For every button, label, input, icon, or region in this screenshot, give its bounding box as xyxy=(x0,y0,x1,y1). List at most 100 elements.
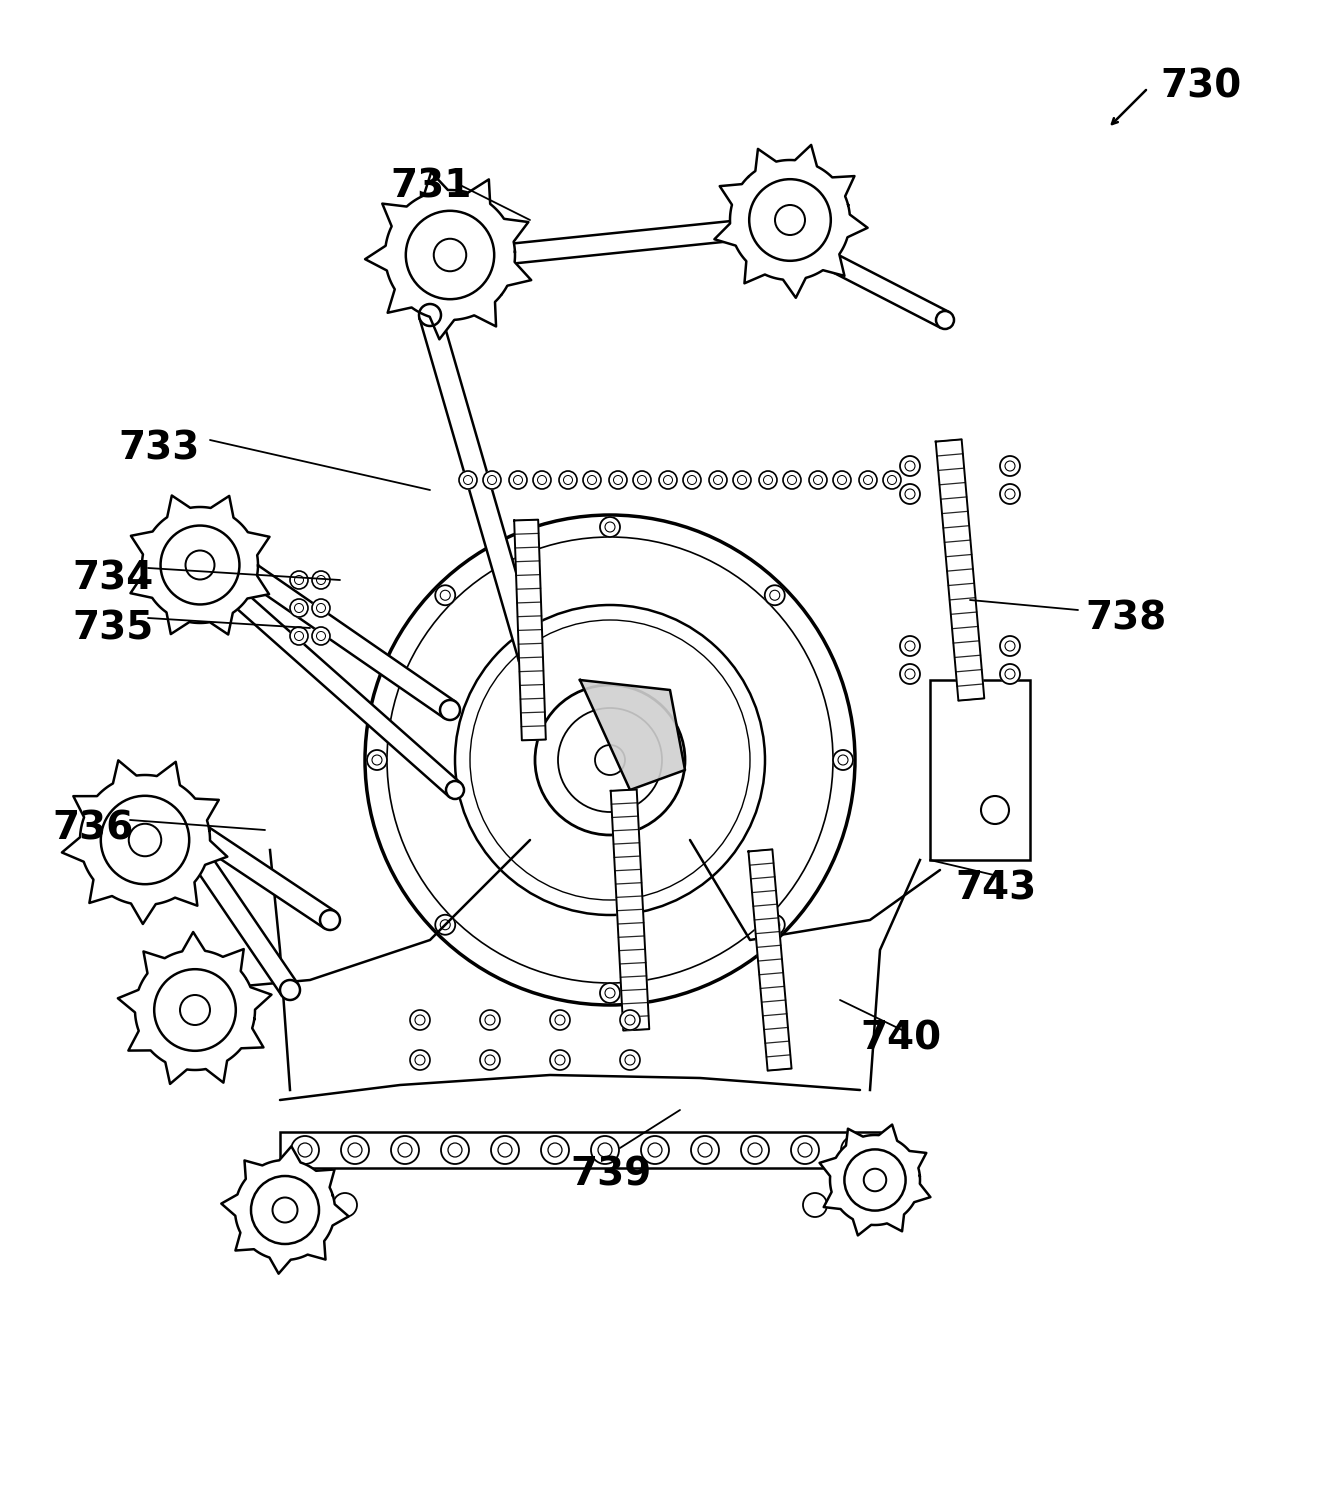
Circle shape xyxy=(229,556,249,575)
Circle shape xyxy=(459,471,478,489)
Circle shape xyxy=(683,471,700,489)
Polygon shape xyxy=(235,557,456,719)
Circle shape xyxy=(442,1136,470,1164)
Circle shape xyxy=(272,1197,297,1223)
Circle shape xyxy=(129,824,161,856)
Text: 738: 738 xyxy=(1085,599,1166,639)
Circle shape xyxy=(848,1193,872,1217)
Circle shape xyxy=(936,311,954,329)
Circle shape xyxy=(600,983,620,1003)
Polygon shape xyxy=(419,313,540,663)
Circle shape xyxy=(519,649,542,670)
Polygon shape xyxy=(611,790,650,1030)
Circle shape xyxy=(559,471,578,489)
Circle shape xyxy=(535,686,684,835)
Circle shape xyxy=(289,571,308,589)
Polygon shape xyxy=(715,145,867,297)
Circle shape xyxy=(832,750,852,770)
Circle shape xyxy=(708,471,727,489)
Circle shape xyxy=(185,820,205,840)
Circle shape xyxy=(808,471,827,489)
Polygon shape xyxy=(117,932,272,1084)
Circle shape xyxy=(440,251,460,270)
Circle shape xyxy=(342,1136,370,1164)
Circle shape xyxy=(391,1136,419,1164)
Circle shape xyxy=(367,750,387,770)
Bar xyxy=(930,680,1030,861)
Circle shape xyxy=(312,599,329,618)
Circle shape xyxy=(883,471,900,489)
Circle shape xyxy=(550,1010,570,1030)
Circle shape xyxy=(288,1193,312,1217)
Circle shape xyxy=(483,471,502,489)
Circle shape xyxy=(435,586,455,606)
Polygon shape xyxy=(221,1146,348,1273)
Circle shape xyxy=(595,744,626,775)
Circle shape xyxy=(440,701,460,720)
Polygon shape xyxy=(776,226,948,328)
Circle shape xyxy=(659,471,676,489)
Circle shape xyxy=(780,214,800,236)
Circle shape xyxy=(859,471,876,489)
Circle shape xyxy=(334,1193,358,1217)
Polygon shape xyxy=(819,1125,930,1235)
Circle shape xyxy=(1000,636,1021,655)
Circle shape xyxy=(750,180,831,261)
Polygon shape xyxy=(61,761,227,924)
Text: 731: 731 xyxy=(390,168,471,205)
Circle shape xyxy=(1000,456,1021,476)
Circle shape xyxy=(840,1136,868,1164)
Circle shape xyxy=(155,969,236,1051)
Circle shape xyxy=(620,1049,640,1071)
Text: 734: 734 xyxy=(72,560,153,598)
Circle shape xyxy=(1000,485,1021,504)
Circle shape xyxy=(435,915,455,935)
Circle shape xyxy=(180,995,209,1025)
Circle shape xyxy=(291,1136,319,1164)
Circle shape xyxy=(410,1010,430,1030)
Circle shape xyxy=(764,586,784,606)
Text: 733: 733 xyxy=(117,430,199,468)
Circle shape xyxy=(771,226,788,245)
Text: 730: 730 xyxy=(1161,68,1241,106)
Circle shape xyxy=(455,606,764,915)
Circle shape xyxy=(410,1049,430,1071)
Circle shape xyxy=(740,1136,768,1164)
Polygon shape xyxy=(450,214,791,270)
Circle shape xyxy=(610,471,627,489)
Circle shape xyxy=(251,1176,319,1244)
Circle shape xyxy=(185,551,215,580)
Text: 735: 735 xyxy=(72,610,153,648)
Circle shape xyxy=(583,471,602,489)
Circle shape xyxy=(900,456,920,476)
Circle shape xyxy=(366,515,855,1006)
Circle shape xyxy=(550,1049,570,1071)
Circle shape xyxy=(844,1149,906,1211)
Circle shape xyxy=(764,915,784,935)
Circle shape xyxy=(900,485,920,504)
Circle shape xyxy=(320,911,340,930)
Polygon shape xyxy=(189,821,336,929)
Circle shape xyxy=(803,1193,827,1217)
Circle shape xyxy=(534,471,551,489)
Circle shape xyxy=(558,708,662,812)
Circle shape xyxy=(101,796,189,885)
Text: 740: 740 xyxy=(860,1019,940,1059)
Polygon shape xyxy=(131,495,269,634)
Circle shape xyxy=(406,211,494,299)
Circle shape xyxy=(510,471,527,489)
Circle shape xyxy=(600,516,620,538)
Circle shape xyxy=(542,1136,570,1164)
Circle shape xyxy=(419,304,442,326)
Circle shape xyxy=(225,586,244,604)
Text: 743: 743 xyxy=(955,870,1037,908)
Circle shape xyxy=(791,1136,819,1164)
Circle shape xyxy=(732,471,751,489)
Polygon shape xyxy=(580,680,684,790)
Circle shape xyxy=(185,840,205,861)
Polygon shape xyxy=(366,172,531,340)
Circle shape xyxy=(832,471,851,489)
Circle shape xyxy=(980,796,1009,824)
Circle shape xyxy=(783,471,800,489)
Polygon shape xyxy=(748,849,791,1071)
